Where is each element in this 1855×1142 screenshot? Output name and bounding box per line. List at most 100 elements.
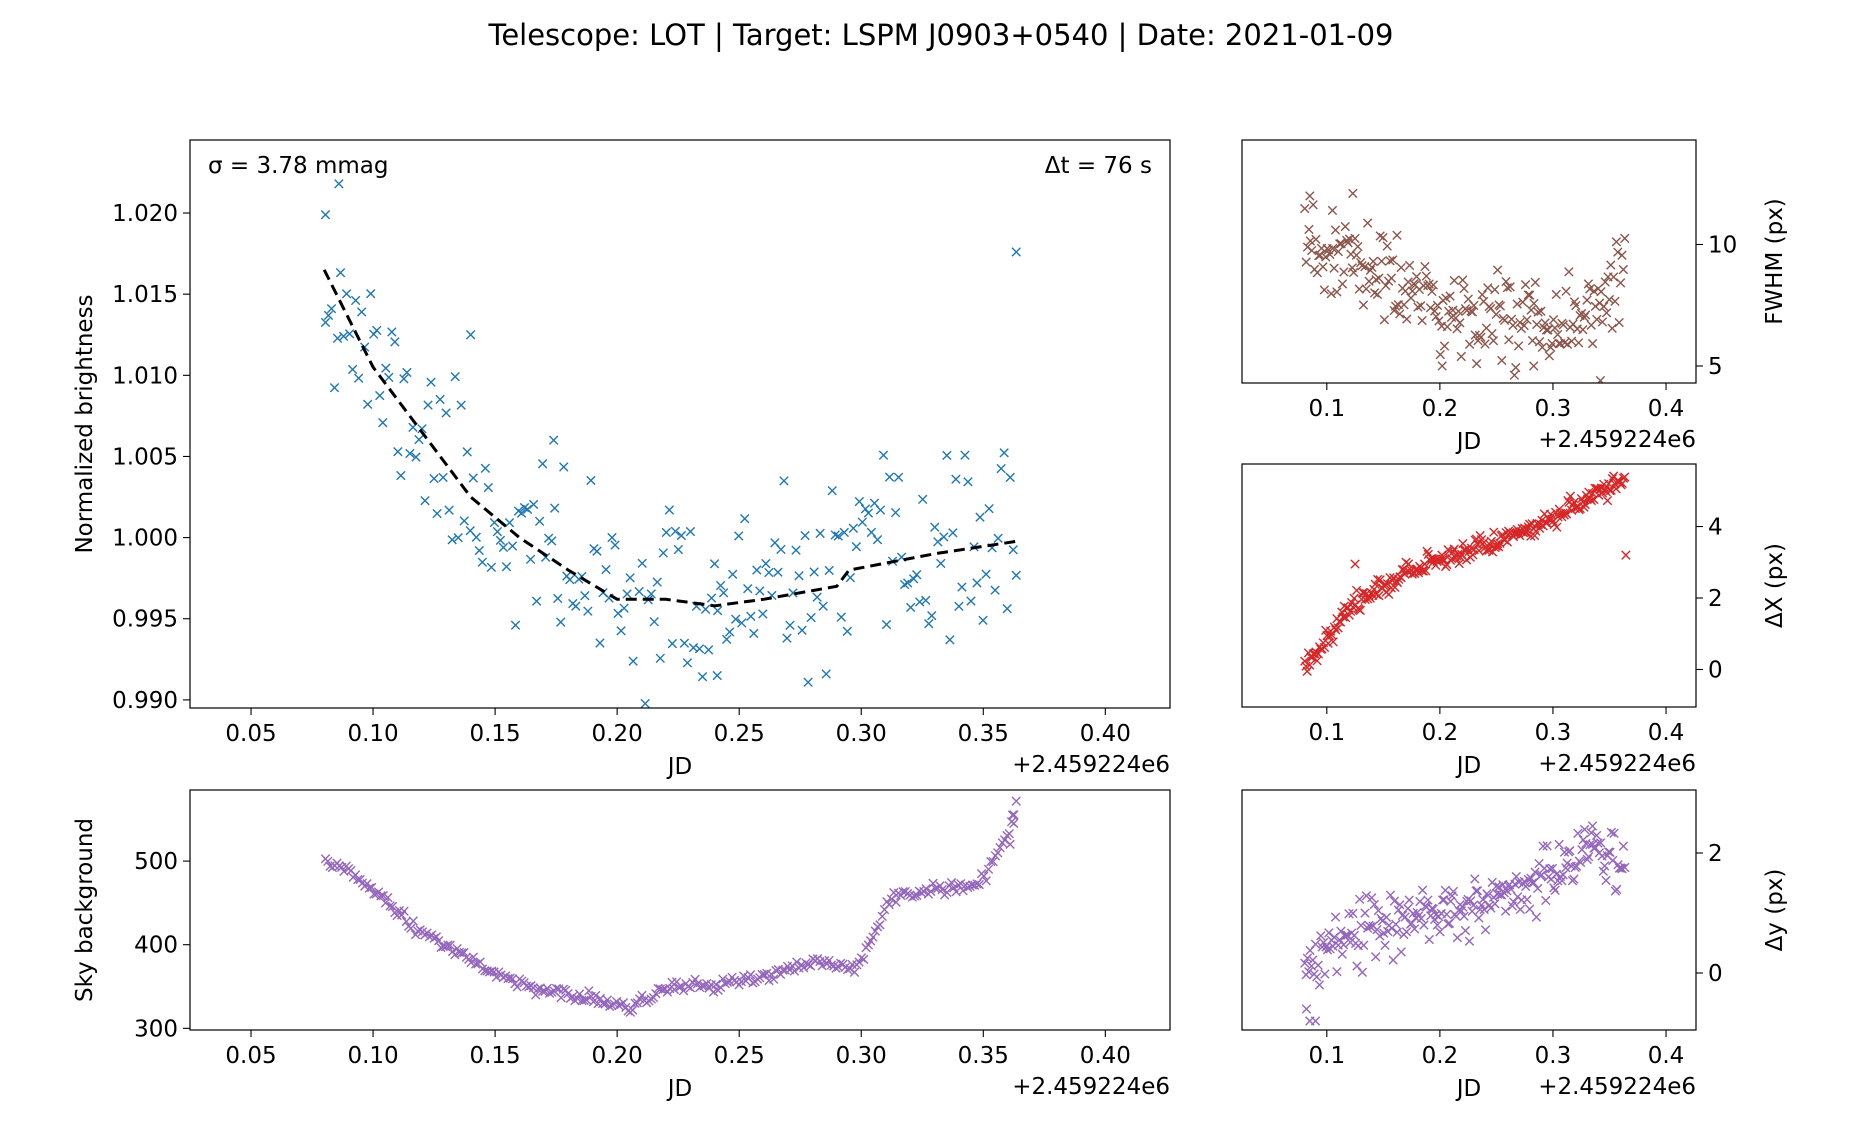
lightcurve-xtick-label: 0.30 (836, 721, 887, 747)
lightcurve-point (333, 334, 341, 342)
lightcurve-point (807, 613, 815, 621)
lightcurve-point (762, 559, 770, 567)
fwhm-ytick-label: 5 (1708, 354, 1723, 380)
dy-xlabel: JD (1455, 1076, 1482, 1102)
fwhm-point (1305, 225, 1313, 233)
lightcurve-point (496, 536, 504, 544)
fwhm-point (1597, 288, 1605, 296)
dy-point (1361, 909, 1369, 917)
lightcurve-point (424, 401, 432, 409)
dy-point (1315, 981, 1323, 989)
fwhm-ylabel: FWHM (px) (1762, 198, 1788, 325)
fwhm-point (1351, 234, 1359, 242)
lightcurve-point (822, 670, 830, 678)
lightcurve-point (912, 570, 920, 578)
fwhm-point (1319, 263, 1327, 271)
lightcurve-point (671, 527, 679, 535)
lightcurve-point (335, 180, 343, 188)
dy-point (1501, 907, 1509, 915)
sky-point (1006, 840, 1014, 848)
lightcurve-point (867, 528, 875, 536)
lightcurve-point (549, 436, 557, 444)
dx-ylabel: ΔX (px) (1762, 543, 1788, 628)
fwhm-point (1370, 289, 1378, 297)
lightcurve-xtick-label: 0.40 (1080, 721, 1131, 747)
lightcurve-point (828, 486, 836, 494)
fwhm-point (1412, 272, 1420, 280)
lightcurve-point (753, 566, 761, 574)
lightcurve-point (695, 645, 703, 653)
lightcurve-point (551, 504, 559, 512)
fwhm-point (1552, 290, 1560, 298)
dy-point (1600, 862, 1608, 870)
sky-xtick-label: 0.40 (1080, 1043, 1131, 1069)
lightcurve-point (744, 585, 752, 593)
dy-point (1619, 842, 1627, 850)
lightcurve-point (689, 643, 697, 651)
lightcurve-point (882, 620, 890, 628)
lightcurve-point (532, 597, 540, 605)
fwhm-point (1545, 352, 1553, 360)
fwhm-point (1509, 321, 1517, 329)
fwhm-point (1366, 266, 1374, 274)
lightcurve-xtick-label: 0.35 (958, 721, 1009, 747)
fwhm-point (1417, 302, 1425, 310)
sky-point (1010, 811, 1018, 819)
lightcurve-point (1012, 571, 1020, 579)
fwhm-point (1368, 263, 1376, 271)
fwhm-point (1530, 362, 1538, 370)
lightcurve-point (1012, 248, 1020, 256)
lightcurve-point (698, 672, 706, 680)
dx-xtick-label: 0.2 (1422, 720, 1459, 746)
lightcurve-point (816, 529, 824, 537)
dy-point (1471, 875, 1479, 883)
lightcurve-ytick-label: 1.005 (112, 444, 178, 470)
lightcurve-x-offset-label: +2.459224e6 (1012, 752, 1170, 778)
fwhm-point (1349, 189, 1357, 197)
lightcurve-point (421, 497, 429, 505)
lightcurve-point (635, 587, 643, 595)
lightcurve-cadence-annotation: Δt = 76 s (1045, 153, 1152, 179)
dy-point (1331, 913, 1339, 921)
dy-ylabel: Δy (px) (1762, 869, 1788, 952)
fwhm-xtick-label: 0.2 (1422, 396, 1459, 422)
fwhm-point (1507, 315, 1515, 323)
dx-point (1622, 551, 1630, 559)
dy-point (1465, 937, 1473, 945)
lightcurve-point (952, 475, 960, 483)
lightcurve-ytick-label: 1.015 (112, 282, 178, 308)
lightcurve-point (735, 532, 743, 540)
fwhm-point (1484, 284, 1492, 292)
lightcurve-ylabel: Normalized brightness (72, 294, 98, 553)
lightcurve-xtick-label: 0.25 (714, 721, 765, 747)
fwhm-point (1458, 276, 1466, 284)
lightcurve-point (922, 596, 930, 604)
lightcurve-axes-frame (190, 140, 1170, 708)
dy-point (1438, 896, 1446, 904)
dx-ytick-label: 4 (1708, 515, 1723, 541)
fwhm-point (1526, 291, 1534, 299)
lightcurve-point (445, 506, 453, 514)
dy-point (1321, 970, 1329, 978)
dy-point (1516, 905, 1524, 913)
dy-point (1609, 856, 1617, 864)
sky-point (409, 917, 417, 925)
lightcurve-point (819, 602, 827, 610)
lightcurve-point (427, 378, 435, 386)
dy-point (1333, 967, 1341, 975)
dy-point (1314, 961, 1322, 969)
fwhm-ytick-label: 10 (1708, 232, 1737, 258)
lightcurve-point (909, 575, 917, 583)
fwhm-point (1375, 274, 1383, 282)
fwhm-point (1443, 323, 1451, 331)
lightcurve-point (433, 509, 441, 517)
lightcurve-point (641, 699, 649, 707)
lightcurve-point (608, 533, 616, 541)
dy-point (1382, 913, 1390, 921)
dy-point (1472, 887, 1480, 895)
fwhm-point (1512, 363, 1520, 371)
dy-point (1402, 928, 1410, 936)
fwhm-point (1457, 352, 1465, 360)
lightcurve-point (499, 543, 507, 551)
dy-point (1559, 871, 1567, 879)
